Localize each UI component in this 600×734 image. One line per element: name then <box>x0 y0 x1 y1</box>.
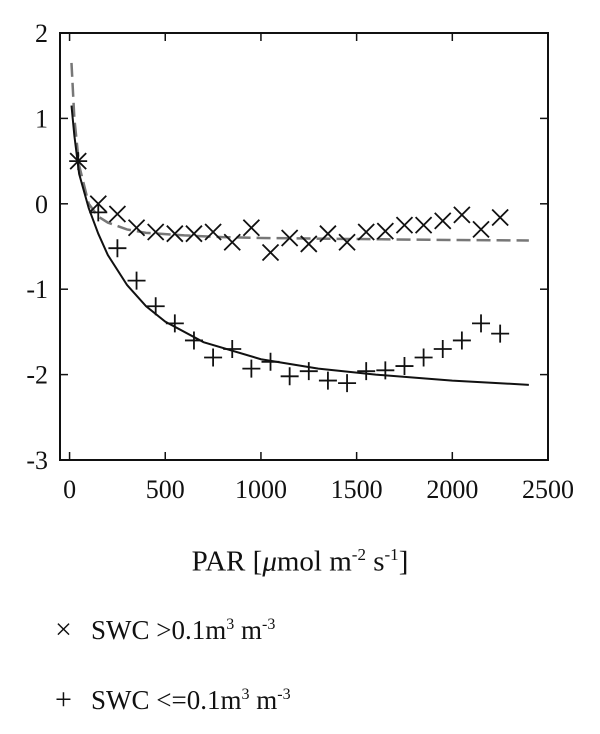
data-point-x <box>491 208 509 227</box>
data-point-x <box>204 223 222 241</box>
x-tick-label: 500 <box>146 475 185 504</box>
chart: 0 500 1000 1500 2000 2500 -3 -2 -1 0 1 2 <box>26 19 574 504</box>
y-tick-label: -2 <box>26 361 48 390</box>
data-point-x <box>242 219 261 237</box>
data-point-plus <box>242 359 261 378</box>
fit-curve-low-swc <box>70 105 529 386</box>
y-tick-label: -3 <box>26 446 48 475</box>
fit-curve-high-swc <box>70 62 529 242</box>
data-point-x <box>108 205 127 223</box>
data-point-plus <box>472 314 491 333</box>
data-point-x <box>300 235 318 253</box>
data-point-plus <box>69 152 88 171</box>
data-point-x <box>395 216 414 234</box>
data-point-x <box>376 222 394 240</box>
data-point-x <box>357 223 375 241</box>
data-point-x <box>472 220 490 239</box>
legend-entry-high-swc: × SWC >0.1m3 m-3 <box>55 613 275 647</box>
legend-marker-plus: + <box>55 683 72 716</box>
data-point-x <box>453 206 471 224</box>
data-point-plus <box>204 348 223 367</box>
y-tick-label: 2 <box>35 19 48 48</box>
data-point-plus <box>280 367 299 386</box>
data-point-plus <box>127 271 146 290</box>
data-point-plus <box>108 239 127 258</box>
data-point-plus <box>357 362 376 381</box>
data-point-plus <box>338 374 357 393</box>
data-point-x <box>147 223 165 241</box>
data-point-x <box>166 225 184 243</box>
data-point-plus <box>318 371 337 390</box>
data-point-x <box>319 225 337 243</box>
x-tick-label: 1500 <box>331 475 383 504</box>
data-point-x <box>338 233 356 251</box>
data-point-plus <box>376 361 395 380</box>
data-point-plus <box>261 352 280 371</box>
legend-label: SWC <=0.1m3 m-3 <box>91 685 291 715</box>
data-point-plus <box>165 314 184 333</box>
data-point-plus <box>452 331 471 350</box>
legend-marker-x: × <box>55 613 72 646</box>
x-tick-label: 2000 <box>426 475 478 504</box>
data-point-x <box>223 233 241 251</box>
data-point-plus <box>433 339 452 358</box>
data-point-x <box>261 243 280 262</box>
x-axis-label: PAR [μmol m-2 s-1] <box>191 545 409 578</box>
data-point-plus <box>184 331 203 350</box>
data-point-x <box>281 229 299 247</box>
y-tick-label: 0 <box>35 190 48 219</box>
data-point-plus <box>89 203 108 222</box>
data-point-x <box>127 219 146 237</box>
legend-entry-low-swc: + SWC <=0.1m3 m-3 <box>55 683 291 717</box>
data-point-plus <box>395 357 414 376</box>
x-tick-label: 0 <box>63 475 76 504</box>
x-tick-label: 1000 <box>235 475 287 504</box>
plot-area: 0 500 1000 1500 2000 2500 -3 -2 -1 0 1 2 <box>26 19 574 504</box>
data-point-plus <box>414 348 433 367</box>
y-tick-label: -1 <box>26 275 48 304</box>
data-point-x <box>434 212 452 230</box>
plot-frame <box>59 32 549 461</box>
legend-label: SWC >0.1m3 m-3 <box>91 615 276 645</box>
data-point-x <box>185 225 203 243</box>
data-point-plus <box>223 339 242 358</box>
data-point-plus <box>146 297 165 316</box>
data-point-plus <box>491 324 510 343</box>
y-tick-label: 1 <box>35 104 48 133</box>
x-tick-label: 2500 <box>522 475 574 504</box>
data-point-plus <box>299 362 318 381</box>
data-point-x <box>414 216 433 234</box>
